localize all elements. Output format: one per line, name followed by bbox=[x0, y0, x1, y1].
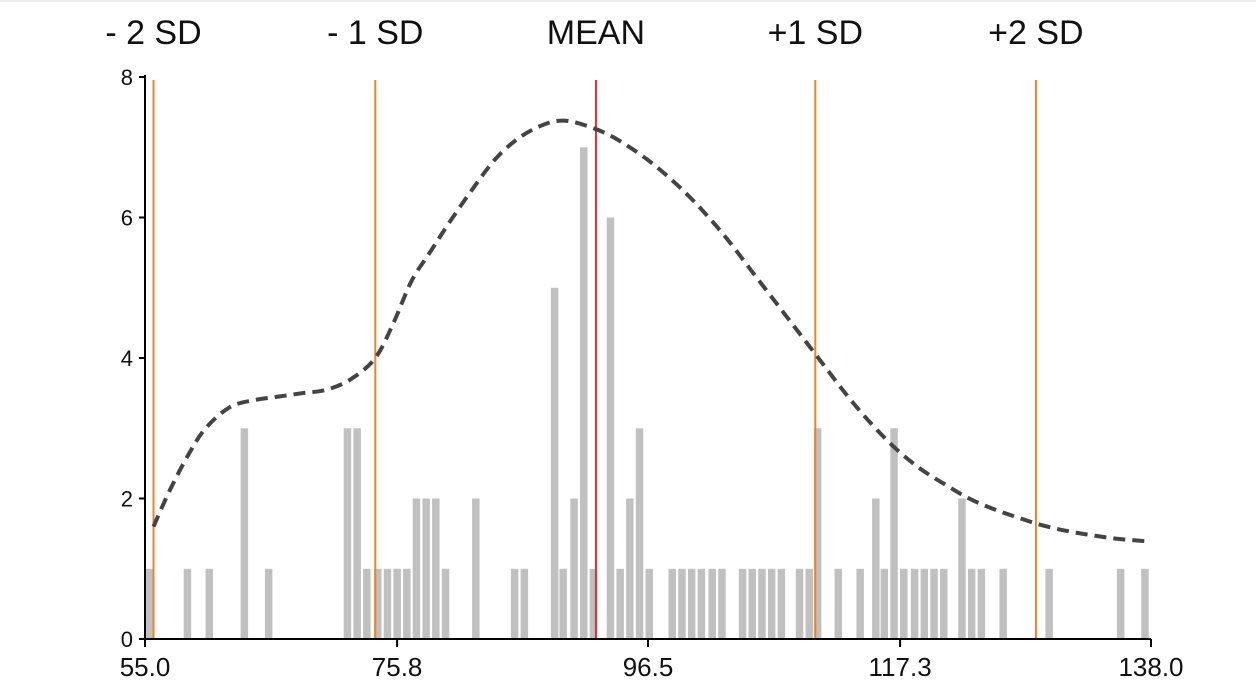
histogram-bar bbox=[363, 568, 371, 640]
histogram-bar bbox=[472, 498, 480, 639]
histogram-bar bbox=[606, 217, 615, 639]
histogram-bar bbox=[856, 568, 864, 640]
histogram-bar bbox=[183, 568, 192, 640]
y-tick-label: 8 bbox=[121, 65, 133, 90]
histogram-bar bbox=[403, 568, 411, 640]
histogram-bar bbox=[795, 568, 804, 640]
x-tick-label: 117.3 bbox=[869, 652, 932, 682]
histogram-bar bbox=[890, 428, 898, 640]
histogram-bar bbox=[687, 568, 696, 640]
histogram-bar bbox=[738, 568, 747, 640]
density-curve-path bbox=[151, 118, 1152, 544]
axis-ticks: 55.0 75.8 96.5 117.3 138.0 0 2 4 6 8 bbox=[120, 65, 1184, 682]
histogram-bar bbox=[645, 568, 653, 640]
histogram-bar bbox=[900, 568, 908, 640]
histogram-bar bbox=[678, 568, 686, 640]
reference-line-label: MEAN bbox=[547, 14, 645, 52]
histogram-bar bbox=[422, 498, 430, 639]
histogram-bar bbox=[432, 498, 440, 639]
histogram-bar bbox=[570, 498, 578, 639]
histogram-bar bbox=[1045, 568, 1053, 640]
histogram-bar bbox=[930, 568, 938, 640]
x-tick-label: 55.0 bbox=[120, 652, 171, 682]
histogram-bar bbox=[264, 568, 273, 640]
histogram-bar bbox=[616, 568, 624, 640]
y-tick-label: 2 bbox=[121, 487, 133, 512]
histogram-bar bbox=[146, 568, 154, 640]
histogram-bar bbox=[758, 568, 766, 640]
histogram-bar bbox=[589, 568, 598, 640]
histogram-bar bbox=[958, 498, 966, 639]
histogram-bar bbox=[510, 568, 519, 640]
histogram-bar bbox=[353, 428, 361, 640]
histogram-bar bbox=[1141, 568, 1149, 640]
histogram-bar bbox=[383, 568, 392, 640]
y-tick-label: 6 bbox=[121, 206, 133, 231]
histogram-bar bbox=[999, 568, 1007, 640]
histogram-bar bbox=[343, 428, 352, 640]
histogram-bar bbox=[412, 498, 421, 639]
reference-line-label: +1 SD bbox=[768, 14, 863, 52]
reference-line-label: +2 SD bbox=[988, 14, 1083, 52]
y-tick-label: 0 bbox=[121, 627, 133, 652]
histogram-bar bbox=[580, 147, 588, 640]
histogram-bar bbox=[559, 568, 567, 640]
reference-lines bbox=[152, 80, 1037, 639]
histogram-bar bbox=[813, 428, 822, 640]
histogram-bar bbox=[777, 568, 786, 640]
histogram-bar bbox=[920, 568, 929, 640]
histogram-bar bbox=[718, 568, 726, 640]
x-tick-label: 75.8 bbox=[372, 652, 423, 682]
reference-line-label: - 2 SD bbox=[105, 14, 201, 52]
histogram-bars bbox=[146, 147, 1149, 640]
reference-line-label: - 1 SD bbox=[327, 14, 423, 52]
histogram-bar bbox=[697, 568, 706, 640]
histogram-bar bbox=[393, 568, 401, 640]
histogram-bar bbox=[668, 568, 676, 640]
density-curve bbox=[151, 118, 1152, 544]
histogram-bar bbox=[910, 568, 919, 640]
histogram-bar bbox=[805, 568, 813, 640]
histogram-bar bbox=[940, 568, 948, 640]
histogram-bar bbox=[748, 568, 756, 640]
histogram-bar bbox=[374, 568, 382, 640]
x-tick-label: 96.5 bbox=[623, 652, 674, 682]
histogram-bar bbox=[834, 568, 842, 640]
histogram-bar bbox=[550, 287, 559, 640]
histogram-bar bbox=[967, 568, 976, 640]
histogram-bar bbox=[520, 568, 529, 640]
histogram-bar bbox=[767, 568, 776, 640]
histogram-bar bbox=[626, 498, 634, 639]
histogram-bar bbox=[635, 428, 644, 640]
histogram-bar bbox=[1116, 568, 1125, 640]
histogram-bar bbox=[205, 568, 213, 640]
histogram-bar bbox=[240, 428, 249, 640]
histogram-bar bbox=[708, 568, 716, 640]
reference-line-labels: - 2 SD - 1 SD MEAN +1 SD +2 SD bbox=[105, 14, 1083, 52]
y-tick-label: 4 bbox=[121, 346, 133, 371]
histogram-bar bbox=[880, 568, 889, 640]
x-tick-label: 138.0 bbox=[1118, 652, 1183, 682]
histogram-bar bbox=[872, 498, 880, 639]
histogram-bar bbox=[441, 568, 450, 640]
histogram-bar bbox=[977, 568, 986, 640]
